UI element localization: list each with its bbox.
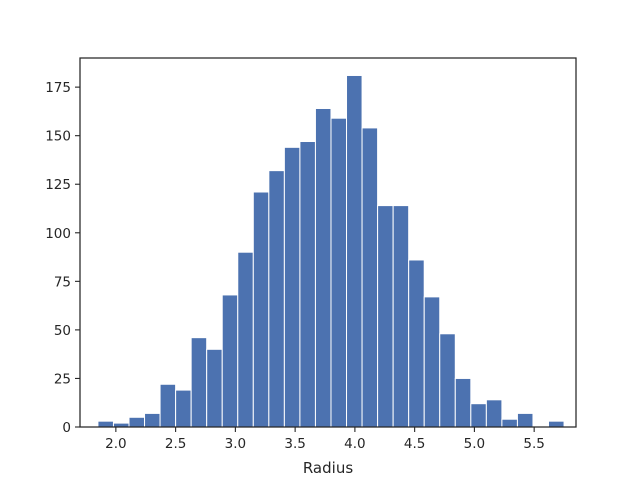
histogram-bar	[485, 399, 503, 428]
y-tick-label: 150	[45, 129, 71, 145]
histogram-bar	[252, 191, 270, 428]
histogram-bar	[392, 205, 410, 428]
histogram-bar	[408, 259, 425, 428]
histogram-bar	[361, 127, 379, 428]
histogram-bar	[190, 337, 208, 428]
histogram-bar	[470, 403, 487, 428]
histogram-bar	[283, 146, 301, 428]
x-tick-label: 4.0	[344, 436, 365, 452]
histogram-bar	[206, 348, 223, 428]
y-tick-label: 50	[54, 323, 71, 339]
x-tick-label: 2.5	[165, 436, 186, 452]
y-tick-label: 25	[54, 371, 71, 387]
x-tick-label: 5.0	[464, 436, 485, 452]
y-tick-label: 125	[45, 177, 71, 193]
histogram-bar	[516, 412, 534, 428]
histogram-bar	[159, 383, 177, 428]
histogram-bar	[175, 389, 192, 428]
histogram-bar	[501, 418, 518, 428]
histogram-bar	[548, 420, 565, 428]
bars-group	[97, 74, 565, 428]
histogram-bar	[97, 420, 114, 428]
x-tick-label: 5.5	[523, 436, 544, 452]
histogram-bar	[423, 296, 441, 428]
x-tick-label: 4.5	[404, 436, 425, 452]
histogram-bar	[221, 294, 239, 428]
y-axis: 0 25 50 75 100 125 150 175	[45, 80, 80, 436]
histogram-bar	[314, 107, 332, 428]
histogram-bar	[330, 117, 348, 428]
plot-frame	[79, 57, 577, 428]
histogram-bar	[268, 170, 285, 428]
histogram-bar	[237, 251, 254, 428]
histogram-bar	[299, 141, 316, 428]
y-tick-label: 0	[62, 420, 71, 436]
x-axis: 2.0 2.5 3.0 3.5 4.0 4.5 5.0 5.5	[105, 427, 545, 452]
histogram-bar	[346, 74, 363, 428]
y-tick-label: 100	[45, 226, 71, 242]
x-axis-label: Radius	[303, 459, 353, 477]
y-tick-label: 175	[45, 80, 71, 96]
x-tick-label: 3.0	[225, 436, 246, 452]
histogram-bar	[439, 333, 456, 428]
x-tick-label: 3.5	[284, 436, 305, 452]
histogram-bar	[454, 377, 472, 428]
histogram-bar	[144, 412, 161, 428]
x-tick-label: 2.0	[105, 436, 126, 452]
y-tick-label: 75	[54, 274, 71, 290]
histogram-bar	[128, 416, 146, 428]
histogram-bar	[377, 205, 394, 428]
